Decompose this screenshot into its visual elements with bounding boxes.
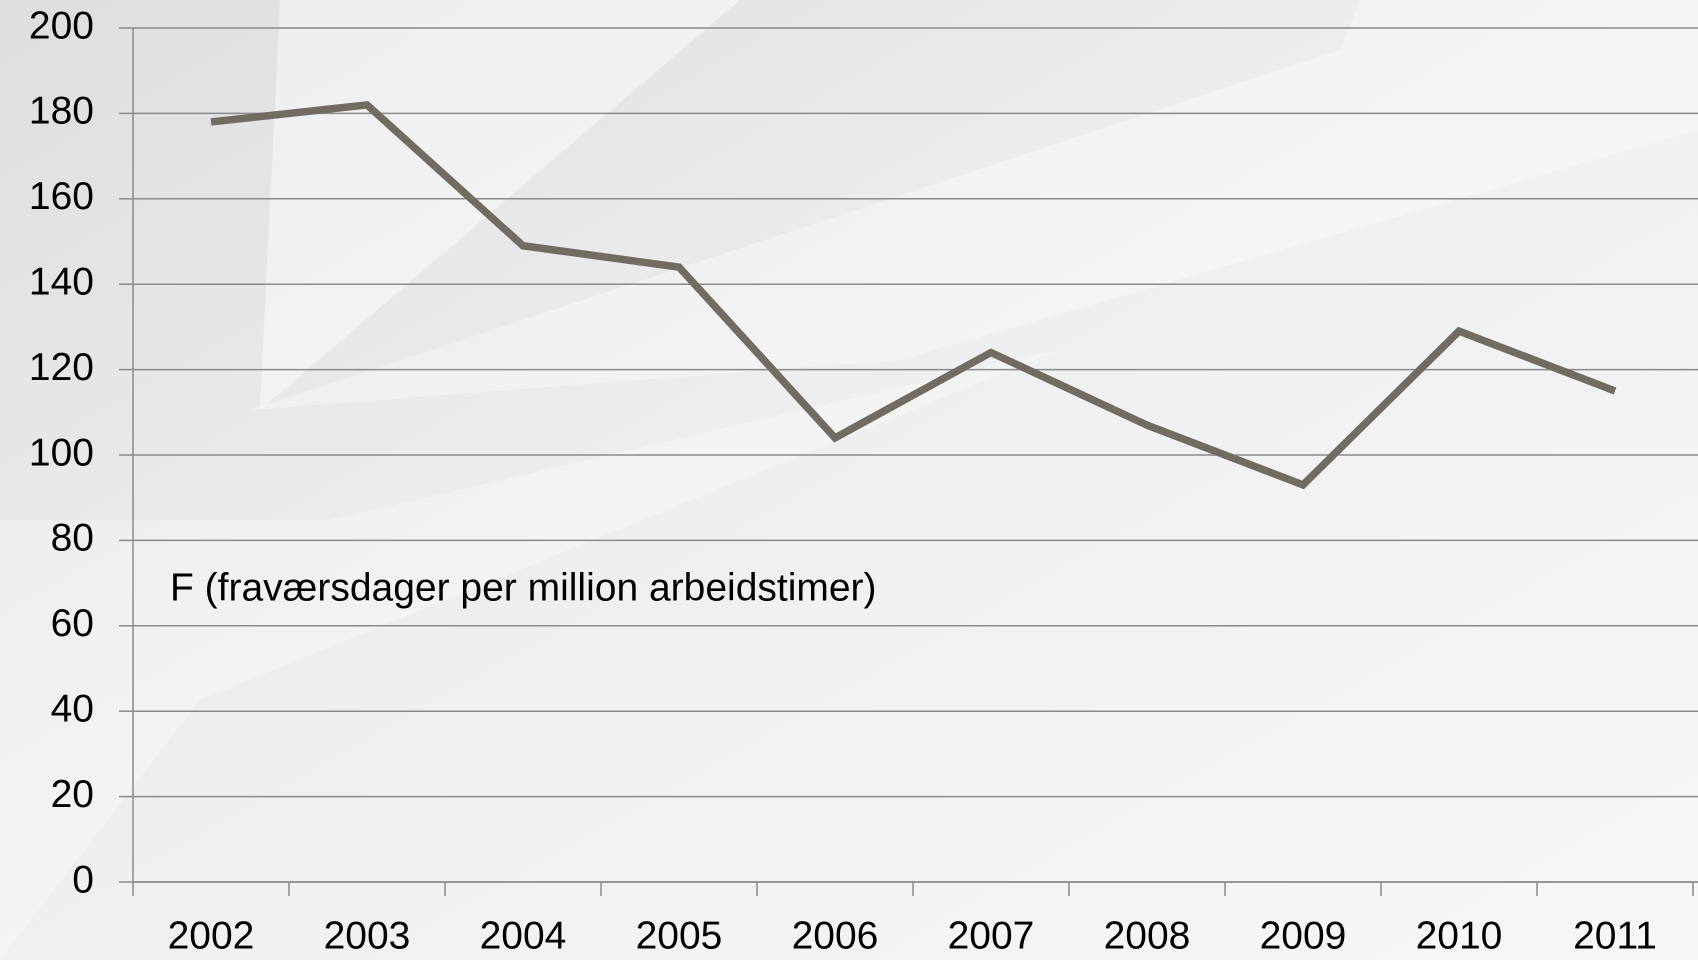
y-tick-label: 160 bbox=[29, 175, 94, 218]
annotation: F (fraværsdager per million arbeidstimer… bbox=[170, 566, 877, 609]
decoration bbox=[260, 0, 740, 410]
y-tick-label: 140 bbox=[29, 260, 94, 303]
line-series bbox=[210, 100, 1617, 490]
x-tick-label: 2009 bbox=[1260, 914, 1347, 957]
y-tick-label: 100 bbox=[29, 431, 94, 474]
y-tick-label: 0 bbox=[72, 858, 94, 901]
x-tick-label: 2002 bbox=[168, 914, 255, 957]
y-tick-label: 200 bbox=[29, 4, 94, 47]
decoration bbox=[250, 0, 1698, 410]
y-tick-label: 40 bbox=[51, 687, 94, 730]
y-tick-label: 60 bbox=[51, 602, 94, 645]
x-tick-label: 2008 bbox=[1104, 914, 1191, 957]
decoration bbox=[0, 350, 1060, 960]
x-tick-label: 2007 bbox=[948, 914, 1035, 957]
x-tick-label: 2003 bbox=[324, 914, 411, 957]
x-tick-label: 2005 bbox=[636, 914, 723, 957]
x-tick-label: 2004 bbox=[480, 914, 567, 957]
y-tick-label: 20 bbox=[51, 773, 94, 816]
y-tick-label: 120 bbox=[29, 346, 94, 389]
y-tick-label: 80 bbox=[51, 517, 94, 560]
x-tick-label: 2006 bbox=[792, 914, 879, 957]
x-tick-label: 2011 bbox=[1573, 914, 1657, 957]
x-tick-label: 2010 bbox=[1416, 914, 1503, 957]
y-tick-label: 180 bbox=[29, 90, 94, 133]
